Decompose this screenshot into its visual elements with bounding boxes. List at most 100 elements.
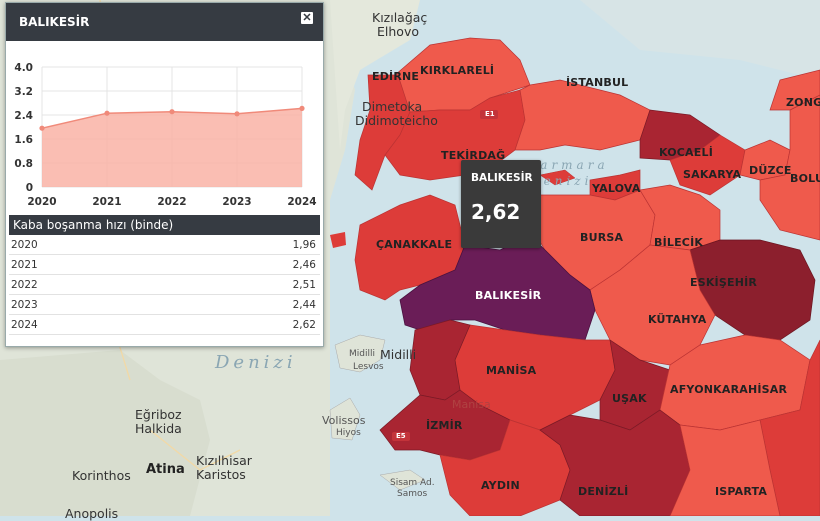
table-row: 2023 2,44 <box>9 295 320 315</box>
row-year: 2021 <box>11 259 38 271</box>
label-kutahya: KÜTAHYA <box>648 313 707 326</box>
road-label-e5: E5 <box>396 432 406 440</box>
chart-y-ticks: 0 0.8 1.6 2.4 3.2 4.0 <box>14 62 33 194</box>
x-tick-label: 2023 <box>222 196 251 208</box>
label-ege-denizi: Denizi <box>215 352 297 373</box>
label-midilli-2: Midilli <box>380 347 417 362</box>
label-edirne: EDİRNE <box>372 70 420 83</box>
row-value: 2,62 <box>292 319 316 331</box>
label-kizilagac: Kızılağaç <box>372 10 428 25</box>
info-panel: BALIKESİR ✕ 2020 2021 2022 2023 2024 0 0.8 1.6… <box>5 2 324 347</box>
label-istanbul: İSTANBUL <box>566 76 629 89</box>
label-elhovo: Elhovo <box>377 24 419 39</box>
row-value: 2,44 <box>292 299 316 311</box>
y-tick-label: 3.2 <box>14 86 33 98</box>
label-kizilhisar: Kızılhisar <box>196 453 252 468</box>
data-point <box>299 105 305 111</box>
label-marmara: Marmara <box>524 158 609 172</box>
road-label-e1: E1 <box>485 110 495 118</box>
y-tick-label: 1.6 <box>14 134 33 146</box>
label-duzce: DÜZCE <box>749 164 792 177</box>
label-hiyos: Hiyos <box>336 428 361 438</box>
road-shield-e5 <box>392 432 410 441</box>
y-tick-label: 0 <box>26 182 33 194</box>
land-base-greece <box>0 350 210 516</box>
label-tekirdag: TEKİRDAĞ <box>441 149 506 162</box>
province-isparta <box>669 419 781 517</box>
island-samos <box>379 469 426 491</box>
label-marmara-denizi: Denizi <box>530 174 593 188</box>
label-midilli: Midilli <box>349 349 375 359</box>
label-kocaeli: KOCAELİ <box>659 146 713 159</box>
y-tick-label: 4.0 <box>14 62 33 74</box>
province-zonguldak <box>769 69 820 111</box>
label-volissos: Volissos <box>322 414 366 427</box>
data-point <box>169 109 175 115</box>
row-value: 2,51 <box>292 279 316 291</box>
chart-x-ticks: 2020 2021 2022 2023 2024 <box>27 196 316 208</box>
y-tick-label: 0.8 <box>14 158 33 170</box>
area-fill <box>42 108 302 187</box>
data-point <box>39 125 45 131</box>
data-table: 2020 1,96 2021 2,46 2022 2,51 2023 2,44 2024 2,62 <box>9 235 320 335</box>
label-manisa: MANİSA <box>486 364 537 377</box>
table-row: 2020 1,96 <box>9 235 320 255</box>
label-korinthos: Korinthos <box>72 468 131 483</box>
label-usak: UŞAK <box>612 392 647 405</box>
label-atina: Atina <box>146 462 185 477</box>
province-istanbul <box>514 79 651 151</box>
island-lesvos <box>334 334 386 373</box>
table-header: Kaba boşanma hızı (binde) <box>9 215 320 235</box>
road-shield-e1 <box>480 110 498 119</box>
label-aydin: AYDIN <box>481 479 520 492</box>
tooltip-value: 2,62 <box>471 200 521 224</box>
island-chios <box>329 397 361 441</box>
label-sakarya: SAKARYA <box>683 168 742 181</box>
label-didimoteicho: Didimoteicho <box>355 113 438 128</box>
label-isparta: ISPARTA <box>715 485 768 498</box>
x-tick-label: 2020 <box>27 196 56 208</box>
label-eskisehir: ESKİŞEHİR <box>690 276 758 289</box>
row-year: 2022 <box>11 279 38 291</box>
table-row: 2024 2,62 <box>9 315 320 335</box>
chart-area <box>39 105 305 187</box>
island-gokceada <box>330 232 346 248</box>
label-denizli: DENİZLİ <box>578 485 629 498</box>
island-marmara <box>539 169 576 186</box>
label-anopolis: Anopolis <box>65 506 119 521</box>
label-canakkale: ÇANAKKALE <box>376 238 453 251</box>
label-manisa-base: Manisa <box>452 398 491 411</box>
x-tick-label: 2021 <box>92 196 121 208</box>
close-icon[interactable]: ✕ <box>301 12 313 24</box>
table-row: 2021 2,46 <box>9 255 320 275</box>
label-dimetoka: Dimetoka <box>362 99 423 114</box>
label-sisam: Sisam Ad. <box>390 478 435 488</box>
tooltip-province-name: BALIKESİR <box>471 172 533 184</box>
data-point <box>234 111 240 117</box>
x-tick-label: 2022 <box>157 196 186 208</box>
label-afyonkarahisar: AFYONKARAHİSAR <box>670 383 788 396</box>
map-tooltip: BALIKESİR 2,62 <box>461 160 541 248</box>
x-tick-label: 2024 <box>287 196 316 208</box>
province-edirne <box>354 74 411 191</box>
land-base-north <box>330 0 420 150</box>
panel-title: BALIKESİR <box>19 15 90 29</box>
label-bilecik: BİLECİK <box>654 236 704 249</box>
data-point <box>104 110 110 116</box>
label-lesvos: Lesvos <box>353 362 384 372</box>
row-value: 1,96 <box>292 239 316 251</box>
table-row: 2022 2,51 <box>9 275 320 295</box>
label-balikesir: BALIKESİR <box>475 289 542 302</box>
label-bursa: BURSA <box>580 231 624 244</box>
row-value: 2,46 <box>292 259 316 271</box>
row-year: 2023 <box>11 299 38 311</box>
y-tick-label: 2.4 <box>14 110 33 122</box>
label-izmir: İZMİR <box>426 419 463 432</box>
label-egriboz: Eğriboz <box>135 407 182 422</box>
label-karistos: Karistos <box>196 467 246 482</box>
row-year: 2024 <box>11 319 38 331</box>
trend-chart: 2020 2021 2022 2023 2024 0 0.8 1.6 2.4 3.2 4.0 <box>14 62 316 208</box>
label-zonguldak: ZONG <box>786 96 820 109</box>
black-sea <box>580 0 820 80</box>
